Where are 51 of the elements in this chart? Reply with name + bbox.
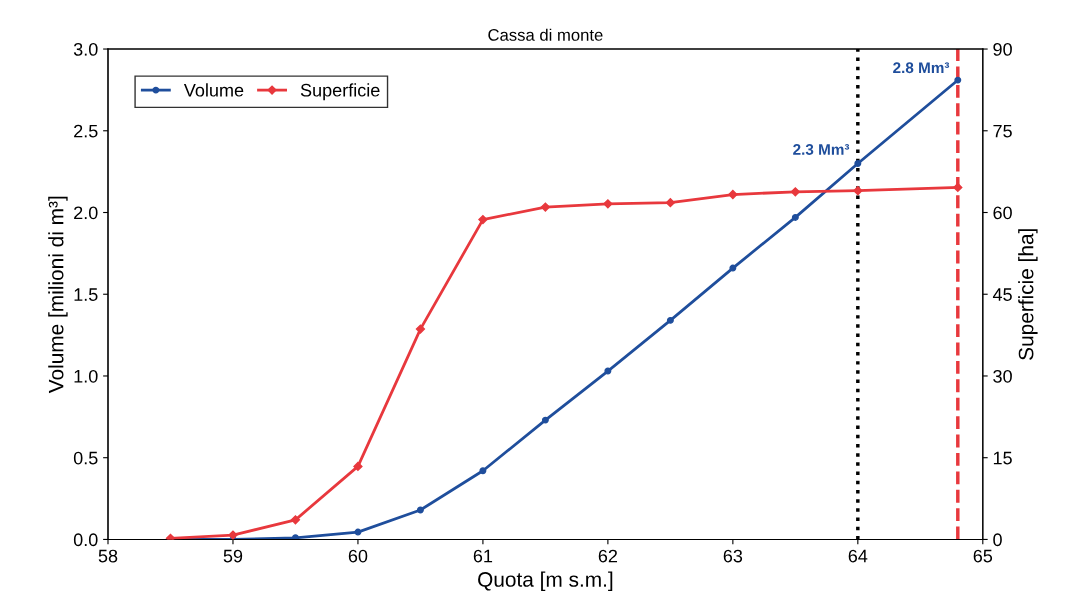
point — [478, 214, 488, 225]
y2-tick-label: 30 — [993, 369, 1012, 383]
x-axis-title: Quota [m s.m.] — [478, 571, 613, 591]
chart-title: Cassa di monte — [488, 28, 603, 41]
annotation: 2.3 Mm³ — [793, 144, 850, 155]
legend-label: Volume — [183, 83, 244, 97]
x-tick-label: 63 — [723, 549, 743, 563]
x-tick-label: 62 — [598, 549, 618, 563]
point — [854, 159, 862, 167]
point — [228, 530, 238, 540]
y2-tick-label: 75 — [993, 124, 1012, 138]
point — [479, 467, 487, 475]
y-tick-label: 2.5 — [74, 124, 98, 138]
point — [853, 186, 863, 196]
point — [665, 198, 675, 208]
point — [791, 213, 799, 221]
legend-label: Superficie — [300, 83, 380, 101]
y-tick-label: 0.5 — [73, 451, 98, 465]
y2-tick-label: 15 — [993, 451, 1012, 465]
y2-tick-label: 90 — [993, 42, 1012, 56]
y-axis-title: Volume [milioni di m³] — [48, 196, 68, 394]
point — [541, 416, 549, 424]
x-tick-label: 64 — [848, 549, 868, 563]
point — [354, 528, 362, 536]
y2-tick-label: 60 — [993, 206, 1012, 220]
y-tick-label: 1.5 — [74, 288, 98, 301]
point — [540, 202, 551, 212]
point — [416, 506, 424, 514]
x-tick-label: 61 — [473, 549, 493, 563]
point — [729, 264, 737, 272]
point — [790, 187, 800, 197]
x-tick-label: 60 — [348, 549, 368, 563]
point — [353, 461, 363, 472]
point — [415, 324, 426, 334]
point — [604, 367, 612, 375]
point — [603, 199, 613, 209]
point — [290, 515, 301, 525]
y2-tick-label: 45 — [992, 288, 1012, 301]
x-tick-label: 59 — [223, 549, 243, 563]
x-tick-label: 65 — [973, 549, 993, 563]
point — [666, 316, 674, 324]
y2-axis-title: Superficie [ha] — [1018, 229, 1038, 360]
point — [954, 76, 962, 84]
annotation: 2.8 Mm³ — [893, 62, 950, 74]
x-tick-label: 58 — [98, 549, 118, 563]
y-tick-label: 1.0 — [74, 369, 98, 383]
y-tick-label: 0.0 — [73, 533, 98, 547]
y2-tick-label: 0 — [993, 533, 1002, 547]
y-tick-label: 3.0 — [73, 42, 98, 56]
y-tick-label: 2.0 — [74, 206, 98, 220]
point — [728, 189, 738, 200]
